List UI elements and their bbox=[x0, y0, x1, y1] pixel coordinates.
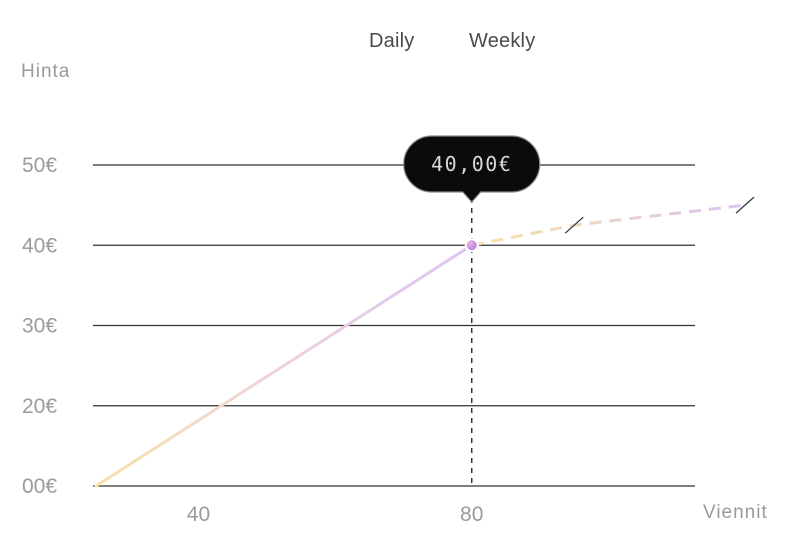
y-tick-label: 40€ bbox=[22, 234, 57, 257]
x-tick-label: 40 bbox=[187, 503, 210, 526]
x-axis-title: Viennit bbox=[703, 502, 768, 523]
series-line-forecast bbox=[471, 203, 746, 247]
tab-weekly[interactable]: Weekly bbox=[469, 30, 536, 52]
value-tooltip: 40,00€ bbox=[403, 135, 541, 203]
y-tick-label: 00€ bbox=[22, 475, 57, 498]
tab-daily[interactable]: Daily bbox=[369, 30, 415, 52]
y-tick-label: 30€ bbox=[22, 315, 57, 338]
forecast-point-tick bbox=[735, 196, 755, 214]
y-axis-title: Hinta bbox=[21, 61, 71, 82]
forecast-point-tick bbox=[564, 216, 584, 234]
x-tick-label: 80 bbox=[460, 503, 483, 526]
tooltip-value: 40,00€ bbox=[431, 152, 512, 176]
series-line-actual bbox=[94, 243, 474, 488]
highlight-point[interactable] bbox=[464, 238, 479, 253]
y-tick-label: 50€ bbox=[22, 154, 57, 177]
tooltip-bubble bbox=[403, 135, 541, 203]
y-tick-label: 20€ bbox=[22, 395, 57, 418]
